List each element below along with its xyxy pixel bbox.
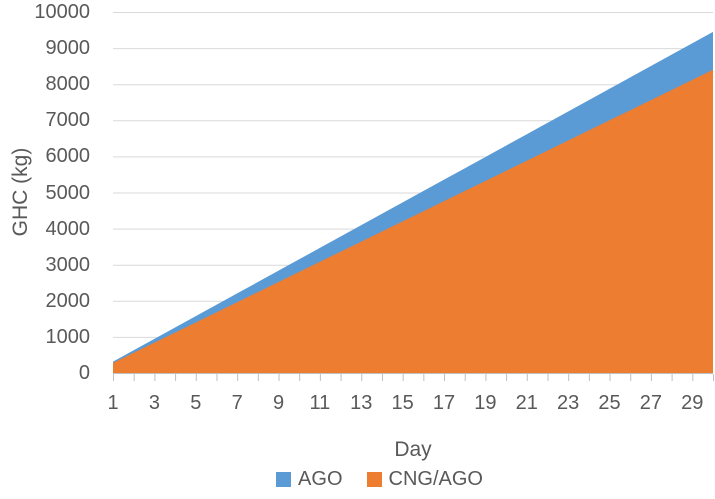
x-tick-label: 13 <box>350 392 373 414</box>
legend-swatch-icon <box>366 471 382 487</box>
x-tick-label: 5 <box>190 392 202 414</box>
y-tick-label: 0 <box>78 362 90 384</box>
y-axis-title: GHC (kg) <box>9 147 32 237</box>
y-tick-label: 10000 <box>34 1 90 23</box>
x-tick-label: 11 <box>309 392 331 414</box>
x-tick-label: 23 <box>557 392 580 414</box>
x-tick-label: 21 <box>515 392 538 414</box>
legend-label: CNG/AGO <box>388 468 483 490</box>
x-tick-label: 25 <box>598 392 621 414</box>
x-tick-label: 17 <box>432 392 456 414</box>
y-tick-label: 5000 <box>45 181 91 204</box>
x-tick-label: 19 <box>474 392 497 414</box>
x-tick-label: 3 <box>148 392 160 414</box>
legend-label: AGO <box>298 468 343 490</box>
legend-item-ago: AGO <box>276 468 343 490</box>
y-tick-label: 6000 <box>45 145 91 168</box>
legend: AGO CNG/AGO <box>0 468 715 490</box>
y-tick-label: 3000 <box>45 253 91 276</box>
legend-item-cng-ago: CNG/AGO <box>366 468 483 490</box>
x-tick-label: 7 <box>231 392 243 414</box>
y-tick-label: 8000 <box>45 73 91 96</box>
legend-swatch-icon <box>276 471 292 487</box>
y-tick-label: 9000 <box>45 37 91 60</box>
x-tick-label: 29 <box>681 392 704 414</box>
y-tick-label: 1000 <box>45 325 91 348</box>
x-tick-label: 15 <box>391 392 414 414</box>
area-series-cng-ago <box>113 69 713 373</box>
x-tick-label: 9 <box>272 392 285 414</box>
x-tick-label: 1 <box>107 392 119 414</box>
x-tick-label: 27 <box>639 392 663 414</box>
y-tick-label: 4000 <box>45 217 91 240</box>
y-tick-label: 2000 <box>45 289 91 312</box>
x-axis-title: Day <box>394 438 432 461</box>
y-tick-label: 7000 <box>45 109 91 132</box>
